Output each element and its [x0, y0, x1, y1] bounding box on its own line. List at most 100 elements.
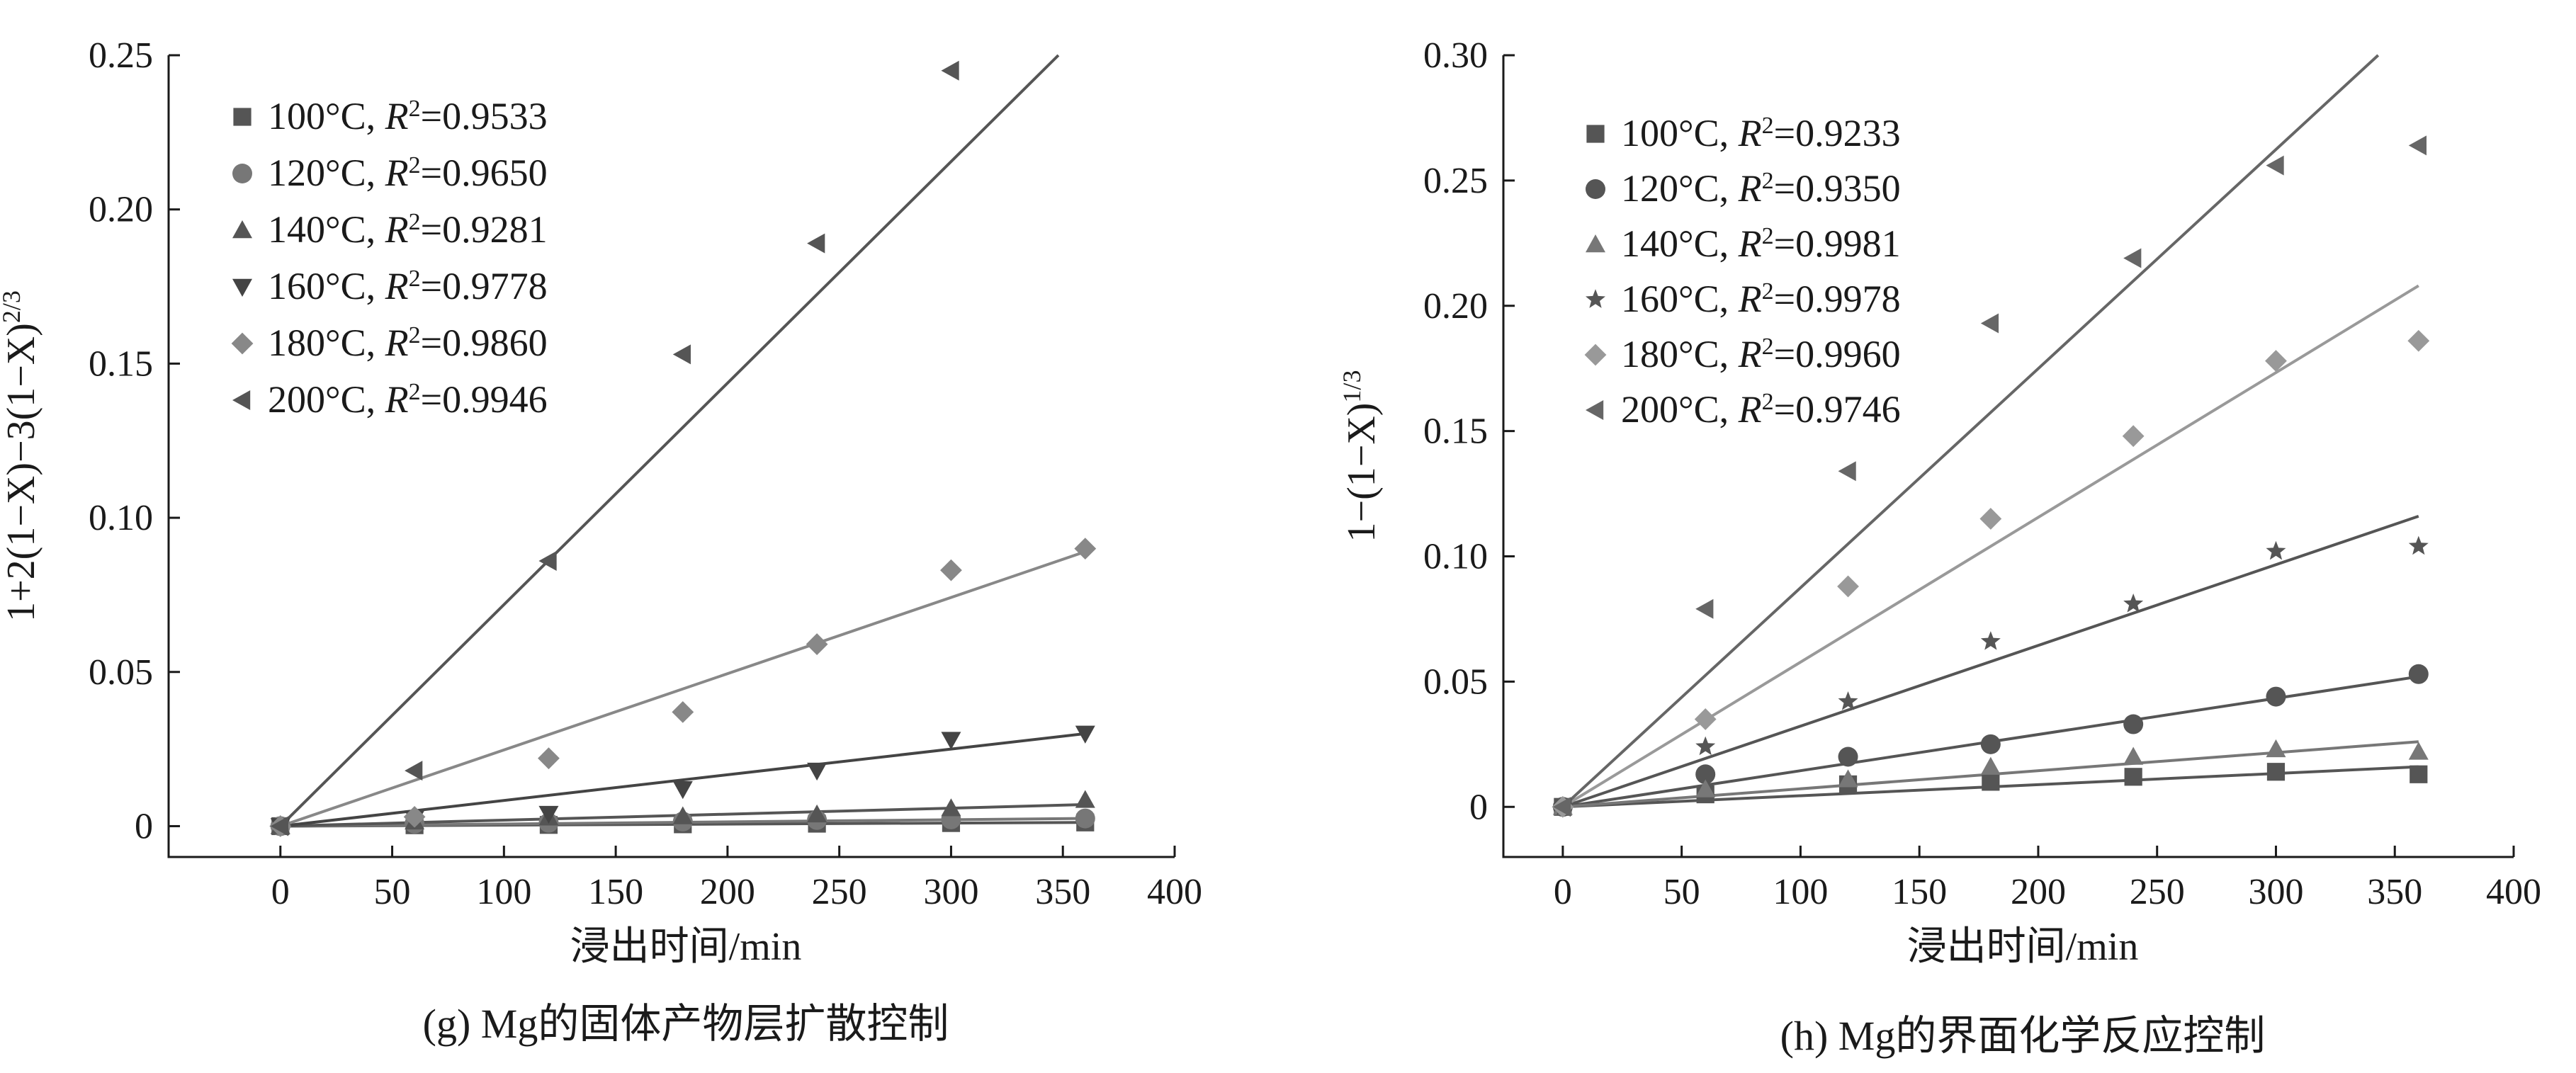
data-point: [672, 781, 693, 800]
y-tick-label: 0.05: [89, 652, 153, 693]
x-tick-label: 400: [1147, 872, 1202, 912]
y-tick-label: 0.20: [89, 190, 153, 230]
data-point: [1075, 790, 1095, 808]
legend-marker: [232, 220, 252, 239]
data-point: [1838, 746, 1858, 767]
legend-marker: [232, 164, 252, 183]
data-point: [1982, 773, 2000, 791]
x-tick-label: 350: [1035, 872, 1090, 912]
data-point: [2123, 594, 2144, 613]
chart-h-interface-chemical-reaction: 0 0.05 0.10 0.15 0.20 0.25 0.30 0 50 100 150 200 250…: [1338, 35, 2541, 1059]
y-axis-label: 1−(1−X)1/3: [1338, 370, 1384, 543]
x-tick-label: 200: [700, 872, 755, 912]
legend-entry: 140°C, R2=0.9981: [1621, 222, 1901, 265]
data-point: [1837, 575, 1859, 598]
data-point: [2408, 742, 2429, 760]
data-point: [1980, 631, 2001, 650]
legend-entry: 140°C, R2=0.9281: [268, 208, 548, 251]
data-point: [806, 633, 828, 655]
legend-entry: 100°C, R2=0.9533: [268, 95, 548, 137]
data-point: [2408, 664, 2429, 684]
data-point: [807, 762, 827, 781]
data-point: [538, 551, 557, 572]
y-tick-label: 0: [135, 806, 153, 846]
y-tick-label: 0.20: [1423, 286, 1488, 327]
legend-marker: [1586, 125, 1605, 143]
legend-entry: 200°C, R2=0.9746: [1621, 388, 1901, 431]
fit-line: [279, 54, 1060, 827]
x-axis-label: 浸出时间/min: [1907, 925, 2139, 969]
data-point: [2123, 714, 2144, 734]
data-point: [2123, 746, 2144, 765]
data-point: [2266, 763, 2286, 781]
x-tick-label: 100: [476, 872, 531, 912]
legend-marker: [232, 390, 251, 410]
data-point: [807, 804, 827, 823]
data-point: [2123, 248, 2142, 268]
legend-marker: [232, 278, 252, 297]
x-tick-label: 0: [1554, 872, 1572, 912]
data-point: [941, 732, 961, 750]
data-point: [538, 805, 559, 824]
data-point: [2122, 425, 2145, 448]
y-tick-label: 0.25: [1423, 161, 1488, 201]
x-tick-label: 150: [1892, 872, 1947, 912]
fit-line: [1561, 54, 2380, 808]
fit-line: [1562, 515, 2419, 809]
data-point: [672, 806, 693, 824]
legend-marker: [1586, 400, 1604, 420]
y-tick-label: 0.30: [1423, 35, 1488, 76]
legend-entry: 120°C, R2=0.9350: [1621, 167, 1901, 210]
x-tick-label: 250: [2130, 872, 2185, 912]
legend-marker: [1586, 234, 1605, 253]
chart-caption: (h) Mg的界面化学反应控制: [1780, 1013, 2266, 1059]
y-tick-label: 0.10: [1423, 537, 1488, 577]
y-tick-label: 0.15: [89, 344, 153, 384]
fit-line: [280, 550, 1086, 828]
data-point: [538, 747, 560, 770]
axis-frame: [1502, 55, 2514, 858]
data-point: [672, 700, 694, 723]
data-point: [1075, 725, 1095, 744]
legend-entry: 120°C, R2=0.9650: [268, 152, 548, 194]
data-point: [1980, 734, 2001, 754]
data-point: [1695, 598, 1714, 619]
x-tick-label: 300: [923, 872, 978, 912]
data-point: [1979, 508, 2002, 530]
x-tick-label: 150: [588, 872, 643, 912]
legend-entry: 180°C, R2=0.9960: [1621, 333, 1901, 375]
legend-marker: [1584, 344, 1607, 366]
legend-marker: [1586, 289, 1605, 308]
legend-marker: [1586, 179, 1605, 199]
data-point: [2407, 329, 2430, 352]
legend-entry: 160°C, R2=0.9778: [268, 265, 548, 307]
data-point: [2266, 540, 2286, 560]
legend-marker: [231, 332, 254, 355]
data-point: [1838, 461, 1856, 482]
x-tick-label: 200: [2011, 872, 2066, 912]
data-point: [672, 344, 691, 365]
x-tick-label: 50: [1663, 872, 1700, 912]
data-point: [1075, 808, 1095, 829]
data-point: [405, 761, 423, 781]
data-point: [940, 559, 962, 581]
data-point: [270, 816, 288, 836]
data-point: [2266, 155, 2284, 176]
data-point: [1552, 797, 1571, 817]
x-tick-label: 400: [2486, 872, 2541, 912]
data-point: [1838, 769, 1858, 788]
data-point: [1980, 313, 1999, 334]
data-point: [2124, 768, 2142, 786]
data-point: [1074, 538, 1097, 560]
data-point: [1694, 708, 1717, 730]
y-tick-label: 0.25: [89, 35, 153, 76]
data-point: [403, 806, 426, 828]
data-point: [1695, 779, 1716, 797]
data-point: [1695, 736, 1716, 756]
legend-entry: 160°C, R2=0.9978: [1621, 278, 1901, 320]
data-point: [807, 233, 825, 254]
data-point: [2266, 739, 2286, 758]
data-point: [2408, 135, 2427, 156]
data-point: [2410, 765, 2428, 783]
